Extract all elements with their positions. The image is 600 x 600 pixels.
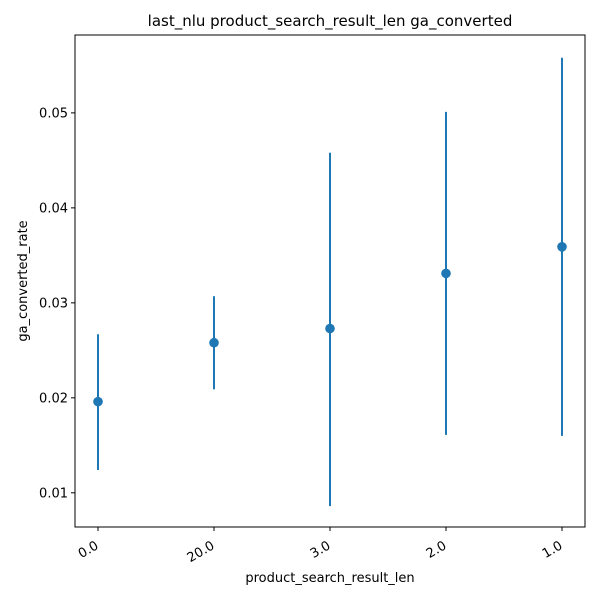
data-point — [209, 337, 219, 348]
x-tick-label: 0.0 — [76, 538, 101, 561]
y-axis-label: ga_converted_rate — [16, 220, 31, 341]
x-tick-label: 20.0 — [185, 538, 218, 565]
chart-marks: 0.01 0.02 0.03 0.04 0.05 0.0 20.0 3.0 2.0 1.0 — [39, 57, 567, 566]
chart-title: last_nlu product_search_result_len ga_co… — [148, 12, 513, 31]
data-point — [557, 242, 567, 252]
x-tick-label: 2.0 — [424, 538, 449, 561]
y-tick-label: 0.01 — [39, 486, 68, 501]
y-tick-label: 0.04 — [39, 201, 68, 216]
y-tick-label: 0.02 — [39, 391, 68, 406]
x-tick-label: 3.0 — [308, 538, 333, 561]
data-point — [325, 323, 335, 334]
y-tick-label: 0.05 — [39, 106, 68, 121]
x-axis-label: product_search_result_len — [245, 571, 414, 586]
y-tick-label: 0.03 — [39, 296, 68, 311]
data-point — [441, 268, 451, 279]
x-tick-label: 1.0 — [540, 538, 565, 561]
data-point — [93, 396, 103, 407]
